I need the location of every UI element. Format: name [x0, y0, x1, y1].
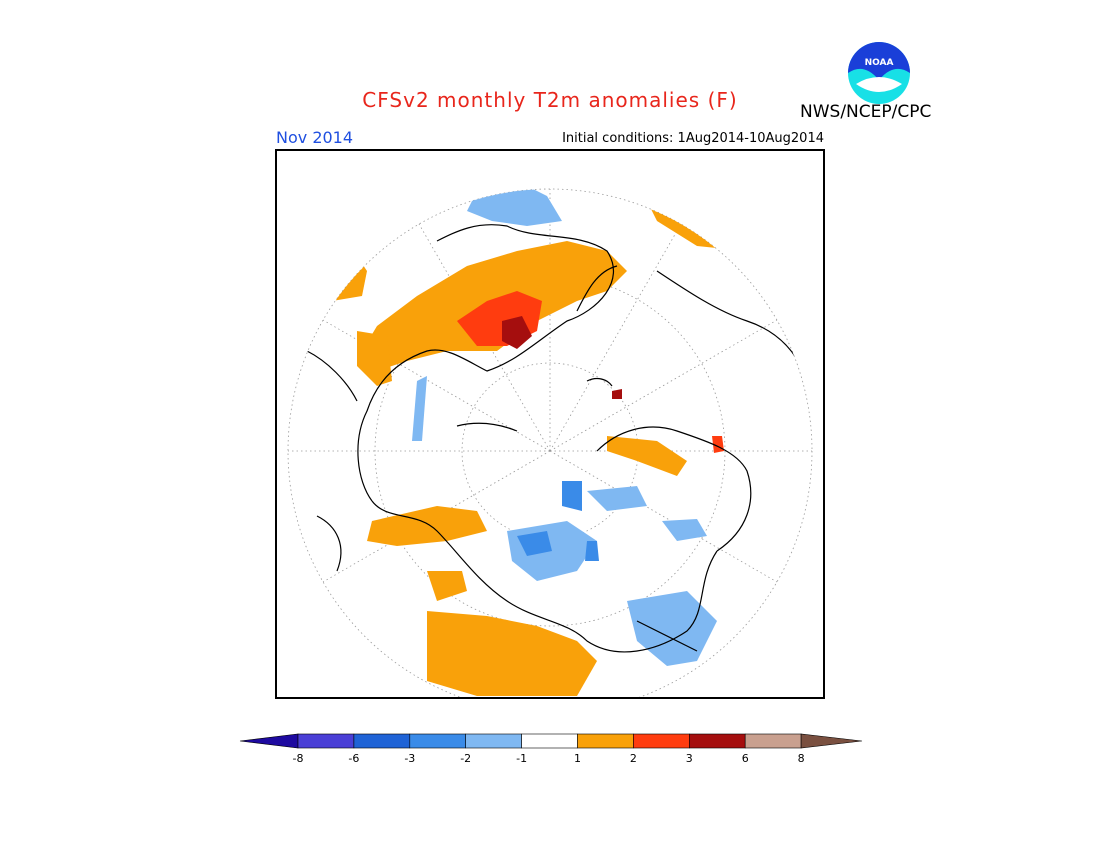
colorbar-segment: [577, 733, 634, 749]
logo-text: NOAA: [865, 58, 894, 68]
colorbar-segment: [465, 733, 522, 749]
hot-anomaly-regions: [457, 291, 724, 453]
colorbar-tick-label: -1: [516, 752, 528, 765]
warm-anomaly-regions: [312, 189, 812, 696]
colorbar-tick-label: -8: [292, 752, 304, 765]
colorbar-segment: [353, 733, 411, 749]
very-hot-anomaly-regions: [502, 316, 622, 399]
colorbar-tick-label: -2: [460, 752, 472, 765]
colorbar-tick-label: 3: [685, 752, 693, 765]
colorbar-segments: [239, 733, 863, 749]
colorbar-segment: [521, 733, 578, 749]
colorbar-arrow-left: [239, 733, 299, 749]
coastlines: [306, 224, 808, 653]
colorbar-tick-label: 1: [574, 752, 581, 765]
agency-label: NWS/NCEP/CPC: [800, 102, 932, 122]
chart-title: CFSv2 monthly T2m anomalies (F): [362, 88, 738, 112]
colorbar-tick-label: -6: [348, 752, 360, 765]
initial-conditions: Initial conditions: 1Aug2014-10Aug2014: [562, 131, 824, 146]
colorbar-segment: [744, 733, 802, 749]
colorbar-tick-label: 8: [797, 752, 805, 765]
colorbar-segment: [409, 733, 467, 749]
colorbar-segment: [688, 733, 746, 749]
forecast-month: Nov 2014: [276, 128, 354, 147]
colorbar: [239, 733, 863, 749]
colorbar-segment: [297, 733, 355, 749]
noaa-logo-icon: NOAA: [848, 42, 910, 104]
colorbar-tick-label: 2: [629, 752, 637, 765]
polar-map: [275, 149, 825, 699]
colorbar-segment: [633, 733, 690, 749]
colorbar-tick-label: -3: [404, 752, 416, 765]
cold-anomaly-regions: [517, 481, 599, 561]
anomaly-map-svg: [287, 188, 813, 697]
colorbar-arrow-right: [800, 733, 863, 749]
colorbar-tick-label: 6: [741, 752, 749, 765]
